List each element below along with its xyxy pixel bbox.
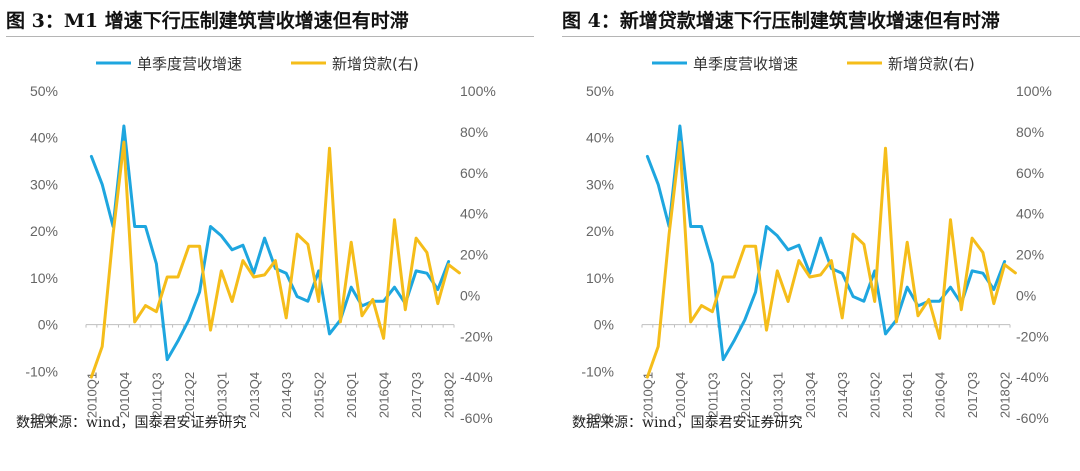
x-tick-label: 2014Q3	[279, 372, 294, 418]
y-right-tick-label: -40%	[460, 369, 493, 385]
y-left-tick-label: 50%	[586, 83, 614, 99]
x-tick-label: 2013Q1	[214, 372, 229, 418]
y-left-tick-label: 10%	[586, 270, 614, 286]
legend-item-revenue-growth-label: 单季度营收增速	[693, 55, 798, 73]
x-tick-label: 2012Q2	[738, 372, 753, 418]
title-divider	[6, 36, 534, 37]
y-right-tick-label: 40%	[460, 206, 488, 222]
y-right-tick-label: -60%	[1016, 410, 1049, 426]
y-left-tick-label: -20%	[581, 410, 614, 426]
y-right-tick-label: -20%	[460, 328, 493, 344]
legend-item-new-loans-label: 新增贷款(右)	[332, 55, 419, 73]
y-right-tick-label: 100%	[1016, 83, 1052, 99]
x-tick-label: 2018Q2	[998, 372, 1013, 418]
x-tick-label: 2010Q4	[117, 372, 132, 418]
y-right-tick-label: -40%	[1016, 369, 1049, 385]
chart-figure-4: -20% -10% 0% 10% 20% 30% 40% 50% -60% -40% -20% 0% 2…	[581, 55, 1052, 426]
legend-item-new-loans-label: 新增贷款(右)	[888, 55, 975, 73]
chart-figure-3: -20% -10% 0% 10% 20% 30% 40% 50% -60% -40% -20% 0% 2…	[25, 55, 496, 426]
y-right-tick-label: 80%	[1016, 124, 1044, 140]
y-right-tick-label: 0%	[460, 287, 480, 303]
x-tick-label: 2010Q4	[673, 372, 688, 418]
x-tick-label: 2017Q3	[965, 372, 980, 418]
x-tick-label: 2016Q1	[900, 372, 915, 418]
y-right-tick-label: -60%	[460, 410, 493, 426]
y-left-tick-label: -10%	[25, 363, 58, 379]
figure-title: 图 3：M1 增速下行压制建筑营收增速但有时滞	[6, 10, 409, 32]
y-left-tick-label: 0%	[38, 317, 58, 333]
y-left-tick-label: 30%	[30, 176, 58, 192]
y-right-tick-label: 20%	[460, 247, 488, 263]
y-left-tick-label: 30%	[586, 176, 614, 192]
x-tick-label: 2016Q4	[933, 372, 948, 418]
series-line-new-loans	[645, 140, 1017, 379]
title-divider	[562, 36, 1080, 37]
y-right-tick-label: 60%	[1016, 165, 1044, 181]
x-tick-label: 2016Q4	[377, 372, 392, 418]
x-tick-label: 2010Q1	[84, 372, 99, 418]
x-tick-label: 2017Q3	[409, 372, 424, 418]
series-line-new-loans	[89, 140, 461, 379]
y-right-tick-label: 60%	[460, 165, 488, 181]
x-tick-label: 2013Q1	[770, 372, 785, 418]
x-tick-label: 2015Q2	[312, 372, 327, 418]
y-left-tick-label: 20%	[30, 223, 58, 239]
y-left-tick-label: -20%	[25, 410, 58, 426]
x-tick-label: 2016Q1	[344, 372, 359, 418]
source-note: 数据来源：wind，国泰君安证券研究	[16, 415, 247, 431]
source-note: 数据来源：wind，国泰君安证券研究	[572, 415, 803, 431]
y-right-tick-label: 0%	[1016, 287, 1036, 303]
y-left-tick-label: -10%	[581, 363, 614, 379]
y-right-tick-label: 40%	[1016, 206, 1044, 222]
y-left-tick-label: 20%	[586, 223, 614, 239]
y-right-tick-label: 100%	[460, 83, 496, 99]
y-left-tick-label: 0%	[594, 317, 614, 333]
x-tick-label: 2015Q2	[868, 372, 883, 418]
y-right-tick-label: 20%	[1016, 247, 1044, 263]
y-left-tick-label: 10%	[30, 270, 58, 286]
y-left-tick-label: 40%	[30, 130, 58, 146]
legend: 单季度营收增速 新增贷款(右)	[96, 55, 419, 73]
x-tick-label: 2012Q2	[182, 372, 197, 418]
legend-item-revenue-growth-label: 单季度营收增速	[137, 55, 242, 73]
legend: 单季度营收增速 新增贷款(右)	[652, 55, 975, 73]
x-tick-label: 2018Q2	[442, 372, 457, 418]
figure-title: 图 4：新增贷款增速下行压制建筑营收增速但有时滞	[562, 10, 1000, 32]
x-tick-label: 2010Q1	[640, 372, 655, 418]
figure-3-panel: 图 3：M1 增速下行压制建筑营收增速但有时滞 -20% -10% 0% 10% 20%…	[6, 0, 534, 440]
x-tick-label: 2014Q3	[835, 372, 850, 418]
x-tick-label: 2011Q3	[705, 372, 720, 417]
figure-4-panel: 图 4：新增贷款增速下行压制建筑营收增速但有时滞 -20% -10% 0% 10% 20…	[562, 0, 1080, 440]
y-left-tick-label: 40%	[586, 130, 614, 146]
x-tick-label: 2013Q4	[803, 372, 818, 418]
y-left-tick-label: 50%	[30, 83, 58, 99]
x-tick-label: 2013Q4	[247, 372, 262, 418]
x-tick-label: 2011Q3	[149, 372, 164, 417]
y-right-tick-label: -20%	[1016, 328, 1049, 344]
y-right-tick-label: 80%	[460, 124, 488, 140]
